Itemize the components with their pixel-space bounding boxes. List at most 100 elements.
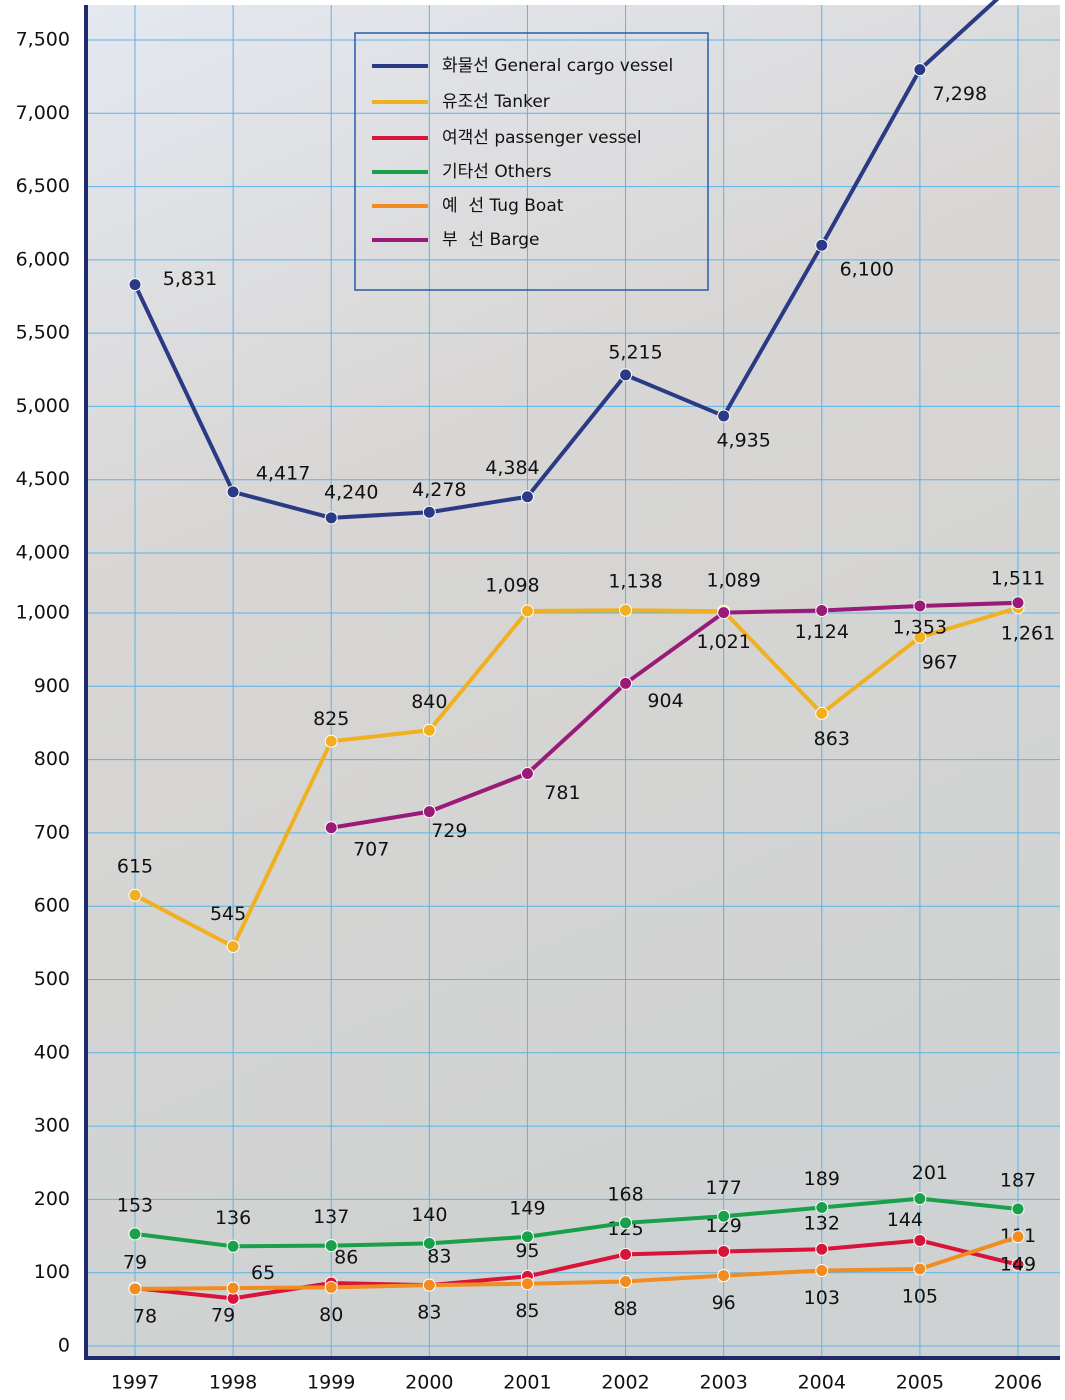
y-tick-label: 200 xyxy=(34,1188,70,1210)
data-label: 4,278 xyxy=(412,479,466,501)
data-point xyxy=(128,1227,142,1241)
x-tick-label: 2004 xyxy=(798,1372,846,1394)
data-point xyxy=(520,1230,534,1244)
data-label: 615 xyxy=(117,856,153,878)
marks: 5,831 4,417 4,240 4,278 4,384 5,215 4,935 6,100… xyxy=(117,0,1055,1327)
data-point xyxy=(619,603,633,617)
legend-label: 예 선 Tug Boat xyxy=(442,196,564,216)
data-point xyxy=(619,1216,633,1230)
data-point xyxy=(619,1247,633,1261)
data-point xyxy=(913,1262,927,1276)
data-label: 85 xyxy=(515,1300,539,1322)
data-label: 187 xyxy=(1000,1169,1036,1191)
data-point xyxy=(815,1242,829,1256)
y-tick-label: 7,500 xyxy=(16,29,70,51)
data-point xyxy=(717,1244,731,1258)
y-tick-label: 700 xyxy=(34,821,70,843)
data-point xyxy=(422,505,436,519)
data-point xyxy=(815,706,829,720)
data-label: 95 xyxy=(515,1240,539,1262)
data-label: 825 xyxy=(313,708,349,730)
data-label: 4,240 xyxy=(324,481,378,503)
x-tick-label: 2002 xyxy=(601,1372,649,1394)
data-label: 137 xyxy=(313,1206,349,1228)
data-point xyxy=(717,409,731,423)
legend-box xyxy=(354,32,709,291)
series-line xyxy=(134,1196,1019,1249)
data-label: 7,298 xyxy=(933,83,987,105)
data-point xyxy=(913,630,927,644)
data-point xyxy=(1011,1202,1025,1216)
y-tick-label: 400 xyxy=(34,1041,70,1063)
data-point xyxy=(717,606,731,620)
data-point xyxy=(913,1233,927,1247)
data-label: 1,138 xyxy=(608,571,662,593)
plot-background xyxy=(85,5,1060,1358)
data-point xyxy=(128,1282,142,1296)
x-tick-label: 2006 xyxy=(994,1372,1042,1394)
data-point xyxy=(1011,1258,1025,1272)
data-label: 189 xyxy=(804,1168,840,1190)
data-point xyxy=(1011,596,1025,610)
y-tick-label: 600 xyxy=(34,895,70,917)
legend-label: 여객선 passenger vessel xyxy=(442,128,642,148)
data-label: 6,100 xyxy=(840,259,894,281)
data-point xyxy=(324,734,338,748)
y-tick-label: 4,500 xyxy=(16,468,70,490)
data-point xyxy=(226,485,240,499)
y-tick-label: 6,000 xyxy=(16,248,70,270)
series-line xyxy=(134,1238,1019,1301)
data-label: 840 xyxy=(411,691,447,713)
x-tick-label: 2003 xyxy=(699,1372,747,1394)
y-tick-label: 4,000 xyxy=(16,542,70,564)
data-point xyxy=(520,767,534,781)
data-label: 149 xyxy=(1000,1253,1036,1275)
data-point xyxy=(422,805,436,819)
data-point xyxy=(913,63,927,77)
data-point xyxy=(815,1264,829,1278)
data-label: 132 xyxy=(804,1213,840,1235)
data-label: 781 xyxy=(544,782,580,804)
data-label: 86 xyxy=(334,1246,358,1268)
data-point xyxy=(226,1281,240,1295)
data-label: 967 xyxy=(922,652,958,674)
data-point xyxy=(128,888,142,902)
data-point xyxy=(619,676,633,690)
series-line xyxy=(134,605,1019,949)
data-label: 80 xyxy=(319,1304,343,1326)
y-tick-label: 300 xyxy=(34,1115,70,1137)
data-point xyxy=(913,599,927,613)
data-label: 1,098 xyxy=(485,575,539,597)
data-point xyxy=(717,1209,731,1223)
data-label: 729 xyxy=(431,820,467,842)
legend-label: 유조선 Tanker xyxy=(442,92,550,112)
data-label: 153 xyxy=(117,1194,153,1216)
data-point xyxy=(324,511,338,525)
data-label: 103 xyxy=(804,1287,840,1309)
data-point xyxy=(717,1269,731,1283)
data-point xyxy=(520,604,534,618)
data-label: 707 xyxy=(353,838,389,860)
series-line xyxy=(133,0,1000,520)
data-point xyxy=(619,1274,633,1288)
data-label: 136 xyxy=(215,1207,251,1229)
data-label: 5,215 xyxy=(608,341,662,363)
x-tick-label: 2000 xyxy=(405,1372,453,1394)
data-label: 904 xyxy=(647,690,683,712)
y-tick-label: 1,000 xyxy=(16,602,70,624)
data-point xyxy=(520,1277,534,1291)
data-label: 79 xyxy=(123,1252,147,1274)
data-label: 201 xyxy=(912,1162,948,1184)
legend-label: 화물선 General cargo vessel xyxy=(442,56,673,76)
y-tick-label: 900 xyxy=(34,675,70,697)
data-label: 1,021 xyxy=(696,631,750,653)
data-label: 144 xyxy=(887,1209,923,1231)
y-tick-label: 5,000 xyxy=(16,395,70,417)
data-point xyxy=(324,1239,338,1253)
data-label: 140 xyxy=(411,1204,447,1226)
data-point xyxy=(226,1239,240,1253)
data-point xyxy=(226,940,240,954)
data-label: 4,935 xyxy=(716,429,770,451)
data-label: 65 xyxy=(251,1262,275,1284)
